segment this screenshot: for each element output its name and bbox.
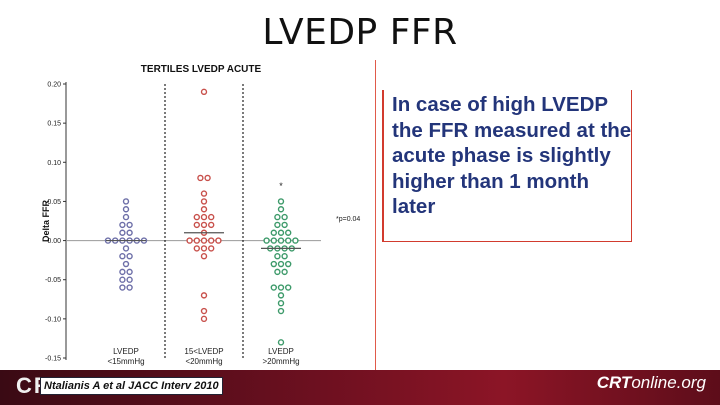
- data-point: [126, 253, 133, 260]
- data-point: [281, 268, 288, 276]
- data-point: [119, 276, 126, 283]
- callout-box: In case of high LVEDP the FFR measured a…: [382, 90, 632, 242]
- category-label-line1: LVEDP: [268, 347, 294, 356]
- data-point: [186, 237, 193, 244]
- data-point: [277, 206, 285, 213]
- data-point: [284, 260, 292, 268]
- data-point: [270, 284, 278, 291]
- crtonline-logo[interactable]: CRTonline.org: [597, 373, 706, 393]
- category-label-line2: >20mmHg: [262, 357, 299, 366]
- data-point: [215, 237, 222, 244]
- data-point: [122, 260, 130, 268]
- data-point: [277, 229, 285, 236]
- data-point: [193, 221, 201, 229]
- data-point: [207, 245, 215, 252]
- brand-bold: CRT: [596, 373, 632, 392]
- data-point: [284, 229, 292, 236]
- data-point: [207, 237, 215, 244]
- data-point: [200, 221, 208, 229]
- significance-star: *: [279, 181, 283, 191]
- data-point: [126, 284, 133, 291]
- data-point: [277, 260, 285, 268]
- data-point: [281, 213, 288, 221]
- data-point: [126, 276, 133, 283]
- data-point: [200, 245, 208, 252]
- data-point: [277, 299, 285, 307]
- data-point: [119, 268, 126, 276]
- category-label-line2: <15mmHg: [107, 357, 144, 366]
- data-point: [274, 268, 281, 276]
- category-label-line2: <20mmHg: [185, 357, 222, 366]
- data-point: [200, 206, 208, 213]
- y-tick-label: 0.15: [47, 121, 61, 128]
- data-point: [277, 292, 285, 299]
- data-point: [281, 253, 288, 260]
- data-point: [197, 174, 204, 182]
- data-point: [292, 237, 299, 244]
- chart-title: TERTILES LVEDP ACUTE: [141, 64, 262, 75]
- data-point: [281, 221, 288, 229]
- data-point: [277, 284, 285, 291]
- divider-line: [375, 60, 376, 372]
- data-point: [200, 88, 208, 96]
- data-point: [200, 213, 208, 221]
- p-value-annotation: *p=0.04: [336, 216, 360, 223]
- citation: Ntalianis A et al JACC Interv 2010: [40, 377, 223, 395]
- scatter-chart-panel: TERTILES LVEDP ACUTE 0.20 0.15 0.10 0.05 -0.0…: [36, 58, 376, 372]
- data-point: [200, 237, 208, 244]
- data-point: [274, 213, 281, 221]
- y-tick-label: 0.20: [47, 82, 61, 89]
- data-point: [277, 339, 285, 346]
- data-point: [200, 190, 208, 197]
- data-point: [193, 237, 201, 244]
- data-point: [200, 198, 208, 205]
- category-label-line1: 15<LVEDP: [184, 347, 223, 356]
- data-point: [274, 221, 281, 229]
- data-point: [122, 213, 130, 221]
- data-point: [207, 213, 215, 221]
- data-point: [270, 260, 278, 268]
- data-point: [122, 206, 130, 213]
- data-point: [193, 213, 201, 221]
- brand-rest: online.org: [631, 373, 706, 392]
- data-point: [200, 307, 208, 315]
- data-point: [200, 315, 208, 323]
- category-label-line1: LVEDP: [113, 347, 139, 356]
- data-point: [119, 221, 126, 229]
- data-point: [126, 268, 133, 276]
- scatter-chart: TERTILES LVEDP ACUTE 0.20 0.15 0.10 0.05 -0.0…: [41, 64, 360, 366]
- y-tick-label: -0.00: [45, 238, 61, 245]
- data-point: [284, 237, 292, 244]
- data-point: [193, 245, 201, 252]
- data-point: [277, 237, 285, 244]
- data-point: [122, 245, 130, 252]
- data-point: [270, 237, 278, 244]
- data-point: [277, 198, 285, 205]
- slide-title: LVEDP FFR: [262, 12, 458, 53]
- callout-text: In case of high LVEDP the FFR measured a…: [392, 93, 632, 218]
- data-point: [274, 253, 281, 260]
- data-point: [126, 229, 133, 236]
- data-point: [263, 237, 270, 244]
- y-tick-label: 0.10: [47, 160, 61, 167]
- data-point: [284, 284, 292, 291]
- data-point: [119, 229, 126, 236]
- y-tick-label: 0.05: [47, 199, 61, 206]
- data-point: [126, 221, 133, 229]
- data-point: [204, 174, 211, 182]
- data-point: [277, 307, 285, 315]
- y-tick-label: -0.15: [45, 356, 61, 363]
- y-axis-label: Delta FFR: [41, 200, 51, 243]
- data-point: [122, 198, 130, 205]
- data-point: [207, 221, 215, 229]
- y-tick-label: -0.10: [45, 316, 61, 323]
- y-tick-label: -0.05: [45, 277, 61, 284]
- data-point: [200, 292, 208, 299]
- data-point: [119, 284, 126, 291]
- data-point: [200, 253, 208, 260]
- data-point: [119, 253, 126, 260]
- data-point: [270, 229, 278, 236]
